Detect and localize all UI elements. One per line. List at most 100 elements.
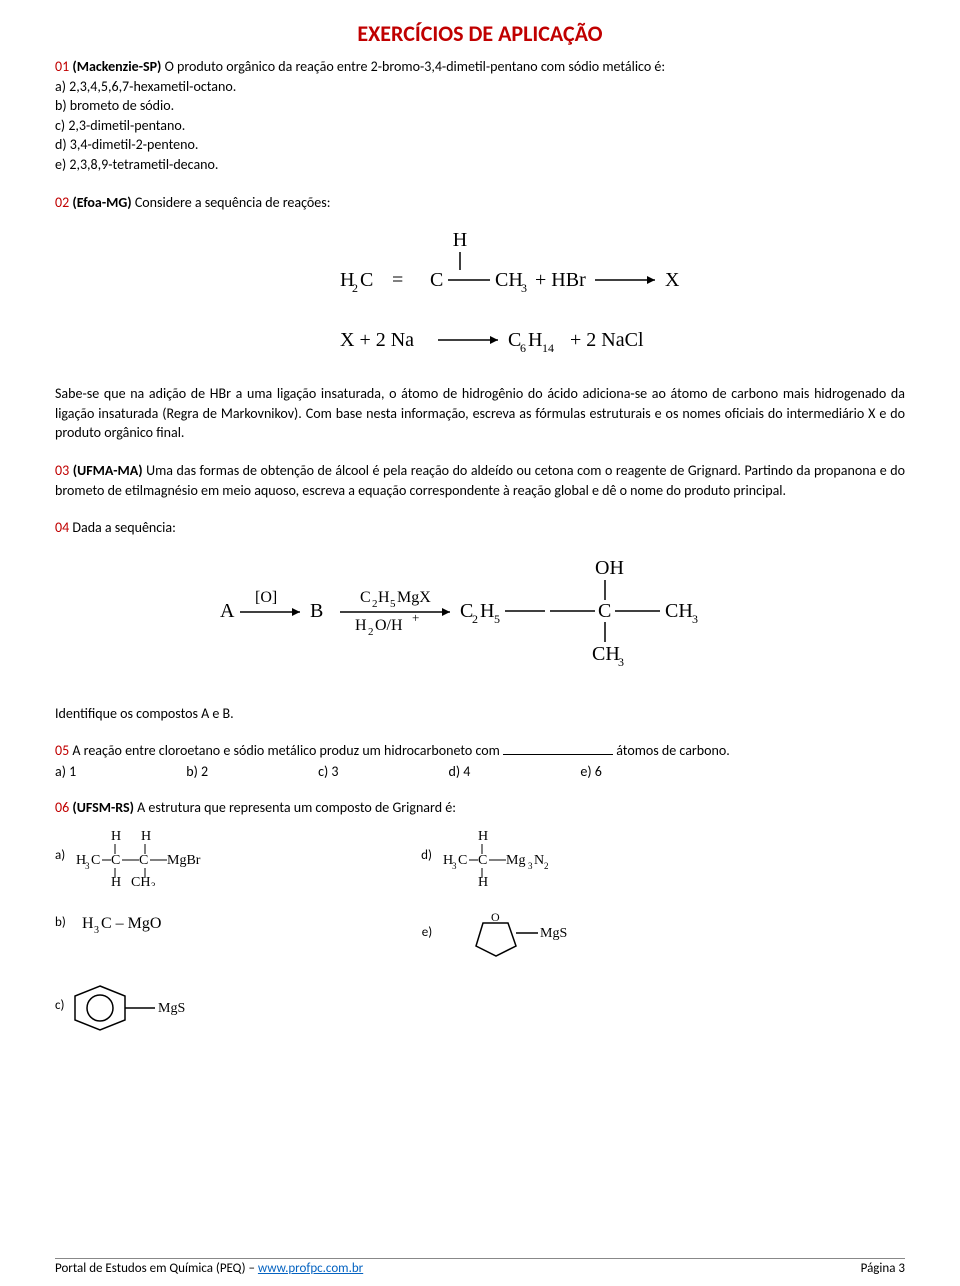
q01-stem: O produto orgânico da reação entre 2-bro…: [165, 58, 666, 75]
svg-text:2: 2: [472, 612, 478, 626]
q06-opt-c-letter: c): [55, 998, 64, 1013]
q03-number: 03: [55, 462, 69, 479]
svg-text:C: C: [91, 853, 100, 868]
svg-text:C: C: [360, 269, 373, 291]
svg-text:C: C: [458, 853, 467, 868]
svg-text:3: 3: [528, 861, 533, 871]
svg-text:3: 3: [85, 861, 90, 871]
svg-text:A: A: [220, 600, 235, 622]
q01-source: (Mackenzie-SP): [72, 58, 161, 75]
q04-number: 04: [55, 519, 69, 536]
svg-text:CH: CH: [665, 600, 693, 622]
q06-opt-c: c) MgS: [55, 976, 240, 1036]
q06-opt-d: d) H H3C C Mg3 N2 H: [421, 826, 608, 886]
svg-text:N: N: [534, 853, 544, 868]
svg-text:3: 3: [151, 881, 156, 886]
q06-opt-e-structure: O MgS: [438, 908, 608, 958]
svg-text:H: H: [478, 829, 488, 844]
svg-text:+ 2 NaCl: + 2 NaCl: [570, 329, 644, 351]
q01-opt-a: a) 2,3,4,5,6,7-hexametil-octano.: [55, 77, 905, 97]
svg-text:2: 2: [372, 598, 378, 610]
svg-text:14: 14: [542, 341, 554, 355]
q05-opt-a: a) 1: [55, 763, 76, 780]
svg-text:3: 3: [94, 925, 99, 936]
q03-text: Uma das formas de obtenção de álcool é p…: [55, 462, 905, 499]
svg-text:C: C: [478, 853, 487, 868]
q01-opt-d: d) 3,4-dimetil-2-penteno.: [55, 135, 905, 155]
q05-number: 05: [55, 742, 69, 759]
svg-text:OH: OH: [595, 557, 624, 579]
svg-text:+ HBr: + HBr: [535, 269, 586, 291]
svg-text:3: 3: [452, 861, 457, 871]
svg-text:H: H: [355, 617, 367, 634]
svg-text:C: C: [111, 853, 120, 868]
question-03: 03 (UFMA-MA) Uma das formas de obtenção …: [55, 461, 905, 500]
svg-text:H: H: [378, 589, 390, 606]
svg-text:2: 2: [544, 861, 549, 871]
svg-text:3: 3: [692, 612, 698, 626]
q06-opt-b-letter: b): [55, 915, 66, 930]
svg-text:H: H: [528, 329, 542, 351]
q06-stem: A estrutura que representa um composto d…: [137, 799, 456, 816]
svg-text:+: +: [412, 610, 419, 625]
footer-page: Página 3: [861, 1261, 905, 1276]
q01-number: 01: [55, 58, 69, 75]
footer-link[interactable]: www.profpc.com.br: [258, 1261, 363, 1276]
q05-opt-b: b) 2: [186, 763, 208, 780]
q06-opt-d-letter: d): [421, 848, 432, 863]
svg-text:CH: CH: [131, 875, 150, 886]
svg-text:H: H: [141, 829, 151, 844]
svg-text:MgX: MgX: [397, 589, 431, 606]
svg-text:MgS: MgS: [158, 1001, 185, 1016]
svg-text:=: =: [392, 269, 403, 291]
q06-opt-d-structure: H H3C C Mg3 N2 H: [438, 826, 608, 886]
svg-text:6: 6: [520, 341, 526, 355]
svg-text:5: 5: [494, 612, 500, 626]
q04-post: Identifique os compostos A e B.: [55, 704, 905, 724]
svg-text:3: 3: [521, 281, 527, 295]
q03-source: (UFMA-MA): [73, 462, 143, 479]
question-05: 05 A reação entre cloroetano e sódio met…: [55, 741, 905, 780]
svg-text:5: 5: [390, 598, 396, 610]
svg-text:H: H: [480, 600, 494, 622]
svg-text:2: 2: [352, 281, 358, 295]
page-title: EXERCÍCIOS DE APLICAÇÃO: [55, 20, 905, 47]
svg-text:O/H: O/H: [375, 617, 403, 634]
q02-post: Sabe-se que na adição de HBr a uma ligaç…: [55, 384, 905, 443]
q06-source: (UFSM-RS): [72, 799, 134, 816]
q05-opt-c: c) 3: [318, 763, 338, 780]
q02-scheme: H H2C = C CH3 + HBr X X + 2 Na C6 H14 + …: [55, 226, 905, 370]
svg-text:H: H: [453, 229, 467, 251]
svg-text:3: 3: [618, 655, 624, 669]
q06-opt-e: e) O MgS: [422, 908, 608, 958]
svg-text:C: C: [360, 589, 371, 606]
q05-opt-e: e) 6: [580, 763, 601, 780]
q06-opt-e-letter: e): [422, 925, 432, 940]
question-02: 02 (Efoa-MG) Considere a sequência de re…: [55, 193, 905, 443]
svg-text:C – MgO: C – MgO: [101, 915, 161, 932]
q02-source: (Efoa-MG): [72, 194, 131, 211]
question-01: 01 (Mackenzie-SP) O produto orgânico da …: [55, 57, 905, 175]
svg-text:C: C: [139, 853, 148, 868]
q05-blank: [503, 743, 613, 755]
svg-text:H: H: [82, 915, 94, 932]
q06-opt-a: a) HH H3C C C MgBr H CH3: [55, 826, 241, 886]
q05-opt-d: d) 4: [449, 763, 471, 780]
q06-opt-c-structure: MgS: [70, 976, 240, 1036]
svg-text:X + 2 Na: X + 2 Na: [340, 329, 414, 351]
q05-stem-pre: A reação entre cloroetano e sódio metáli…: [72, 742, 503, 759]
svg-text:C: C: [430, 269, 443, 291]
footer-left: Portal de Estudos em Química (PEQ) –: [55, 1261, 258, 1276]
svg-text:C: C: [598, 600, 611, 622]
q01-opt-e: e) 2,3,8,9-tetrametil-decano.: [55, 155, 905, 175]
svg-text:H: H: [111, 875, 121, 886]
q05-stem-post: átomos de carbono.: [616, 742, 730, 759]
svg-text:CH: CH: [495, 269, 523, 291]
q02-number: 02: [55, 194, 69, 211]
q04-stem: Dada a sequência:: [72, 519, 175, 536]
q06-opt-a-structure: HH H3C C C MgBr H CH3: [71, 826, 241, 886]
svg-text:CH: CH: [592, 643, 620, 665]
svg-text:2: 2: [368, 626, 374, 638]
svg-text:[O]: [O]: [255, 589, 277, 606]
q06-opt-a-letter: a): [55, 848, 65, 863]
